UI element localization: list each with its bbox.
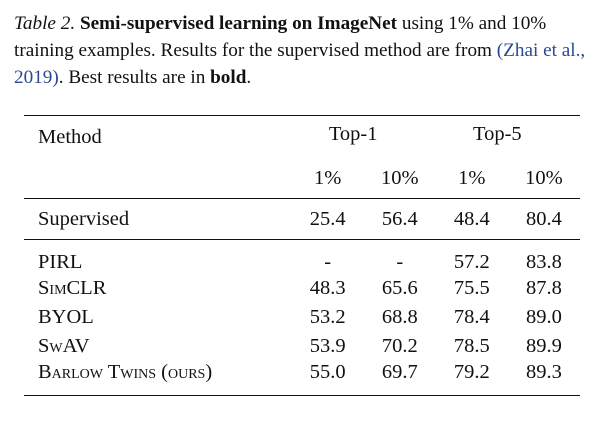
subheader-top5-1pct: 1% (458, 166, 486, 189)
caption-text-3: . (246, 67, 252, 88)
table-header-row: Method Top-1 Top-5 (24, 115, 580, 158)
method-header: Method (24, 115, 292, 158)
table-row-supervised: Supervised 25.4 56.4 48.4 80.4 (24, 198, 580, 240)
subheader-top5-10pct: 10% (525, 166, 563, 189)
caption-text-2: . Best results are in (58, 67, 211, 88)
table-caption: Table 2. Semi-supervised learning on Ima… (14, 10, 594, 91)
cell-value: 89.0 (525, 306, 562, 328)
cell-value: 79.2 (435, 361, 508, 396)
cell-value: - (291, 239, 364, 274)
cell-value: 53.2 (309, 306, 346, 328)
group-header-top5-label: Top-5 (473, 122, 522, 145)
cell-value: 69.7 (363, 361, 436, 396)
cell-value: 48.3 (309, 277, 346, 299)
subheader-top1-1pct: 1% (314, 166, 342, 189)
subheader-blank (24, 158, 292, 199)
cell-value: 78.5 (453, 335, 490, 357)
cell-value: 70.2 (381, 335, 418, 357)
row-method: PIRL (24, 239, 292, 274)
cell-value: 83.8 (507, 239, 580, 274)
cell-value: 89.9 (525, 335, 562, 357)
cell-value: 89.3 (507, 361, 580, 396)
cell-value: 55.0 (291, 361, 364, 396)
table-subheader-row: 1% 10% 1% 10% (24, 158, 580, 199)
cell-value: - (363, 239, 436, 274)
row-method: SimCLR (38, 277, 107, 299)
cell-value: 56.4 (363, 198, 436, 240)
group-header-top5: Top-5 (435, 115, 580, 158)
subheader-top1-10pct: 10% (380, 166, 419, 189)
row-method: SwAV (38, 335, 90, 357)
caption-bold-word: bold (210, 67, 247, 88)
caption-text-1: using 1% and 10% training examples. Resu… (14, 13, 547, 61)
cell-value: 53.9 (309, 335, 346, 357)
caption-title: Semi-supervised learning on ImageNet (79, 13, 398, 34)
table-row-barlow-twins: Barlow Twins (ours) 55.0 69.7 79.2 89.3 (24, 361, 580, 396)
table-row-simclr: SimCLR 48.3 65.6 75.5 87.8 (24, 274, 580, 303)
table-row-swav: SwAV 53.9 70.2 78.5 89.9 (24, 332, 580, 361)
table-label: Table 2. (14, 13, 76, 34)
row-method: BYOL (38, 306, 94, 328)
cell-value: 25.4 (291, 198, 364, 240)
cell-value: 75.5 (453, 277, 490, 299)
cell-value: 78.4 (453, 306, 490, 328)
group-header-top1-label: Top-1 (328, 122, 378, 145)
table-row-pirl: PIRL - - 57.2 83.8 (24, 239, 580, 274)
cell-value: 68.8 (381, 306, 418, 328)
cell-value: 65.6 (381, 277, 418, 299)
row-method: Supervised (24, 198, 292, 240)
group-header-top1: Top-1 (291, 115, 436, 158)
cell-value: 80.4 (507, 198, 580, 240)
table-row-byol: BYOL 53.2 68.8 78.4 89.0 (24, 303, 580, 332)
cell-value: 87.8 (525, 277, 562, 299)
cell-value: 57.2 (435, 239, 508, 274)
row-method: Barlow Twins (ours) (24, 361, 292, 396)
citation-link[interactable]: (Zhai et al., 2019) (14, 40, 586, 88)
results-table: Method Top-1 Top-5 1% 10% 1% 10% Supervi… (24, 115, 580, 396)
cell-value: 48.4 (435, 198, 508, 240)
